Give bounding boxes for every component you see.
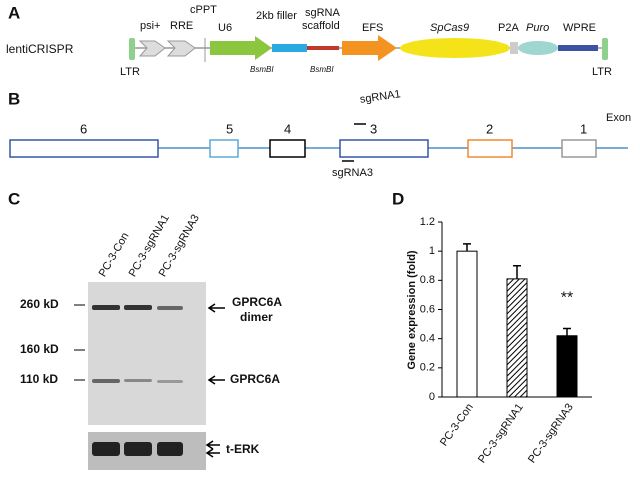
x-tick-label: PC-3-Con	[438, 402, 476, 449]
bar	[556, 335, 578, 398]
ltr	[602, 38, 608, 60]
band-label: GPRC6A	[232, 295, 282, 309]
exon-label: 2	[486, 121, 493, 136]
blot	[88, 282, 206, 425]
element-label: psi+	[140, 20, 161, 32]
scaffold	[307, 46, 339, 50]
bar	[506, 278, 528, 398]
marker-label: 160 kD	[20, 342, 59, 356]
panel-a: A lentiCRISPR LTR LTR psi+ RRE cPPT U6 2…	[6, 3, 612, 77]
y-tick-label: 0.4	[420, 333, 435, 345]
band	[124, 442, 152, 456]
element-label: scaffold	[302, 20, 340, 32]
filler	[272, 44, 307, 52]
arrow	[205, 440, 220, 458]
u6	[210, 36, 272, 60]
marker-label: 110 kD	[20, 372, 58, 386]
y-tick-label: 0	[429, 391, 435, 403]
element-label: SpCas9	[430, 22, 469, 34]
band	[157, 306, 183, 310]
band	[92, 379, 120, 383]
element-label: P2A	[498, 22, 519, 34]
exon-label: 6	[80, 121, 87, 136]
marker-label: 260 kD	[20, 297, 59, 311]
row-label: lentiCRISPR	[6, 42, 74, 56]
arrow	[207, 303, 225, 313]
band	[157, 380, 183, 383]
band-label: dimer	[240, 310, 273, 324]
element-label: U6	[218, 22, 232, 34]
exon-title: Exon	[606, 112, 631, 124]
exon	[9, 139, 159, 158]
exon	[269, 139, 306, 158]
band	[92, 442, 120, 456]
cas9	[400, 38, 510, 58]
panel-c: C PC-3-Con PC-3-sgRNA1 PC-3-sgRNA3 260 k…	[8, 189, 282, 470]
site-label: BsmBI	[250, 65, 274, 74]
y-tick-label: 0.2	[420, 362, 435, 374]
y-tick-label: 1.2	[420, 216, 435, 228]
wpre	[558, 45, 598, 51]
guide-label: sgRNA3	[332, 167, 373, 179]
y-axis-label: Gene expression (fold)	[406, 250, 418, 370]
ltr	[129, 38, 135, 60]
band-label: t-ERK	[226, 442, 260, 456]
y-tick-label: 1	[429, 245, 435, 257]
error-bar	[513, 265, 521, 279]
exon	[209, 139, 239, 158]
panel-label: C	[8, 189, 20, 208]
puro	[518, 41, 558, 55]
panel-label: B	[8, 89, 20, 108]
exon-label: 3	[370, 121, 377, 136]
ltr-label: LTR	[120, 66, 140, 78]
exon	[339, 139, 429, 158]
guide-label: sgRNA1	[359, 88, 401, 106]
exon-label: 5	[226, 121, 233, 136]
band-label: GPRC6A	[230, 372, 280, 386]
error-bar	[563, 327, 571, 336]
efs	[342, 35, 397, 61]
element-label: RRE	[170, 20, 193, 32]
rre	[166, 40, 196, 57]
ltr-label: LTR	[592, 66, 612, 78]
band	[157, 442, 183, 456]
band	[124, 379, 152, 382]
y-tick-label: 0.6	[420, 303, 435, 315]
panel-label: A	[8, 3, 20, 22]
exon-label: 1	[580, 121, 587, 136]
band	[124, 305, 152, 310]
bar	[456, 250, 478, 398]
error-bar	[463, 243, 471, 252]
element-label: cPPT	[190, 4, 217, 16]
arrow	[207, 375, 225, 385]
panel-b: B 6 5 4 3 2 1 Exon sgRNA1 sgRNA3	[8, 88, 631, 179]
site-label: BsmBI	[310, 65, 334, 74]
element-label: EFS	[362, 22, 383, 34]
element-label: 2kb filler	[256, 10, 297, 22]
band	[92, 305, 120, 310]
x-tick-label: PC-3-sgRNA3	[526, 402, 576, 466]
x-tick-label: PC-3-sgRNA1	[476, 402, 526, 466]
significance: **	[561, 290, 573, 307]
panel-d: D Gene expression (fold) 0 0.2 0.4 0.6 0.8 1 1…	[392, 189, 592, 465]
psi	[138, 40, 166, 57]
exon	[561, 139, 597, 158]
element-label: Puro	[526, 22, 549, 34]
y-tick-label: 0.8	[420, 274, 435, 286]
element-label: sgRNA	[305, 7, 341, 19]
element-label: WPRE	[563, 22, 596, 34]
p2a	[510, 42, 518, 54]
exon	[467, 139, 513, 158]
panel-label: D	[392, 189, 404, 208]
exon-label: 4	[284, 121, 291, 136]
